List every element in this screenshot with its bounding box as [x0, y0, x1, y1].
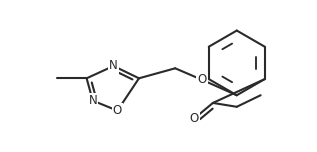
Text: O: O: [113, 104, 122, 117]
Text: O: O: [197, 73, 207, 86]
Text: N: N: [88, 94, 97, 107]
Text: N: N: [109, 59, 118, 73]
Text: O: O: [190, 112, 199, 125]
